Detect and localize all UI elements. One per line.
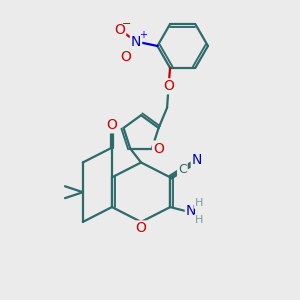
Text: H: H [195, 215, 203, 225]
Text: −: − [122, 19, 131, 29]
Text: H: H [195, 198, 203, 208]
Text: N: N [192, 153, 202, 167]
Text: O: O [136, 221, 146, 236]
Text: N: N [186, 204, 196, 218]
Text: N: N [131, 34, 141, 49]
Text: O: O [153, 142, 164, 156]
Text: O: O [163, 79, 174, 93]
Text: O: O [120, 50, 131, 64]
Text: +: + [139, 30, 147, 40]
Text: O: O [106, 118, 117, 132]
Text: O: O [114, 22, 125, 37]
Text: C: C [178, 163, 187, 176]
